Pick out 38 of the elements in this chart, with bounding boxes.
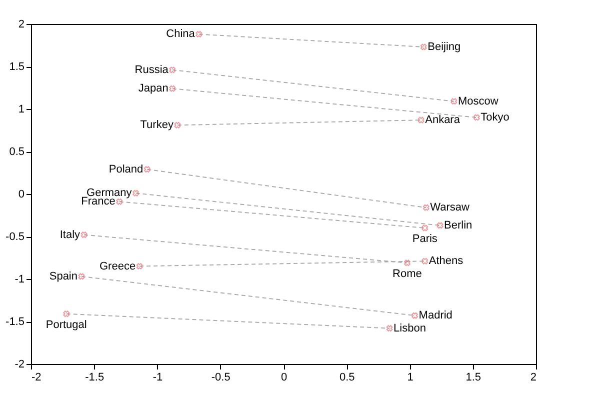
x-tick-label: 0.5 <box>339 372 355 384</box>
annotation: Tokyo <box>480 112 510 124</box>
x-tick-label: -0.5 <box>211 372 230 384</box>
annotation: Madrid <box>418 310 452 322</box>
annotation: Berlin <box>444 219 472 232</box>
y-tick-label: 0 <box>18 188 24 200</box>
annotation: Paris <box>412 233 438 245</box>
annotation: Portugal <box>46 318 87 331</box>
y-tick-label: -2 <box>14 358 24 370</box>
annotation: Spain <box>49 270 78 282</box>
annotation: Italy <box>60 228 81 241</box>
annotation: Russia <box>134 64 170 76</box>
y-tick-label: 2 <box>18 18 24 30</box>
x-tick-label: -2 <box>32 372 42 384</box>
annotation: Turkey <box>140 119 174 132</box>
y-tick-label: 1 <box>18 104 24 116</box>
annotation: Japan <box>138 82 168 95</box>
y-tick-label: 0.5 <box>9 146 24 158</box>
x-tick-label: 0 <box>280 372 288 384</box>
annotation: Beijing <box>428 40 461 53</box>
y-tick-label: -0.5 <box>6 231 24 243</box>
y-tick-label: -1 <box>14 274 24 286</box>
annotation: Ankara <box>425 114 461 126</box>
x-tick-label: 2 <box>530 372 536 384</box>
annotation: Moscow <box>458 95 498 108</box>
annotation: China <box>166 28 196 40</box>
x-tick-label: 1 <box>407 372 414 384</box>
annotation: Rome <box>392 268 422 280</box>
annotation: Lisbon <box>394 322 426 334</box>
annotation: Poland <box>108 163 144 176</box>
y-tick-label: -1.5 <box>6 316 24 328</box>
y-tick-label: 1.5 <box>9 61 24 73</box>
annotation: Athens <box>428 255 464 268</box>
x-tick-label: -1 <box>152 372 163 384</box>
x-tick-label: -1.5 <box>85 372 104 384</box>
x-tick-label: 1.5 <box>466 372 482 384</box>
annotation: Greece <box>99 260 136 272</box>
annotation: Warsaw <box>430 202 470 214</box>
